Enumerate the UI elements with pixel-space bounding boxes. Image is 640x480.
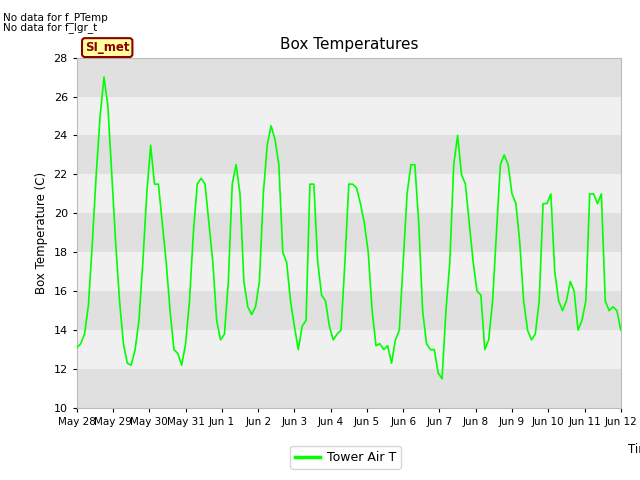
Bar [77,213,621,252]
Title: Box Temperatures: Box Temperatures [280,37,418,52]
Bar [77,252,621,291]
Bar [77,58,621,96]
Bar [77,135,621,174]
Bar [77,291,621,330]
Bar [77,174,621,213]
Text: No data for f_lgr_t: No data for f_lgr_t [3,22,97,33]
Bar [77,369,621,408]
Text: SI_met: SI_met [85,41,129,54]
Y-axis label: Box Temperature (C): Box Temperature (C) [35,172,48,294]
Bar [77,330,621,369]
Bar [77,96,621,135]
Text: No data for f_PTemp: No data for f_PTemp [3,12,108,23]
X-axis label: Time: Time [628,443,640,456]
Legend: Tower Air T: Tower Air T [291,446,401,469]
